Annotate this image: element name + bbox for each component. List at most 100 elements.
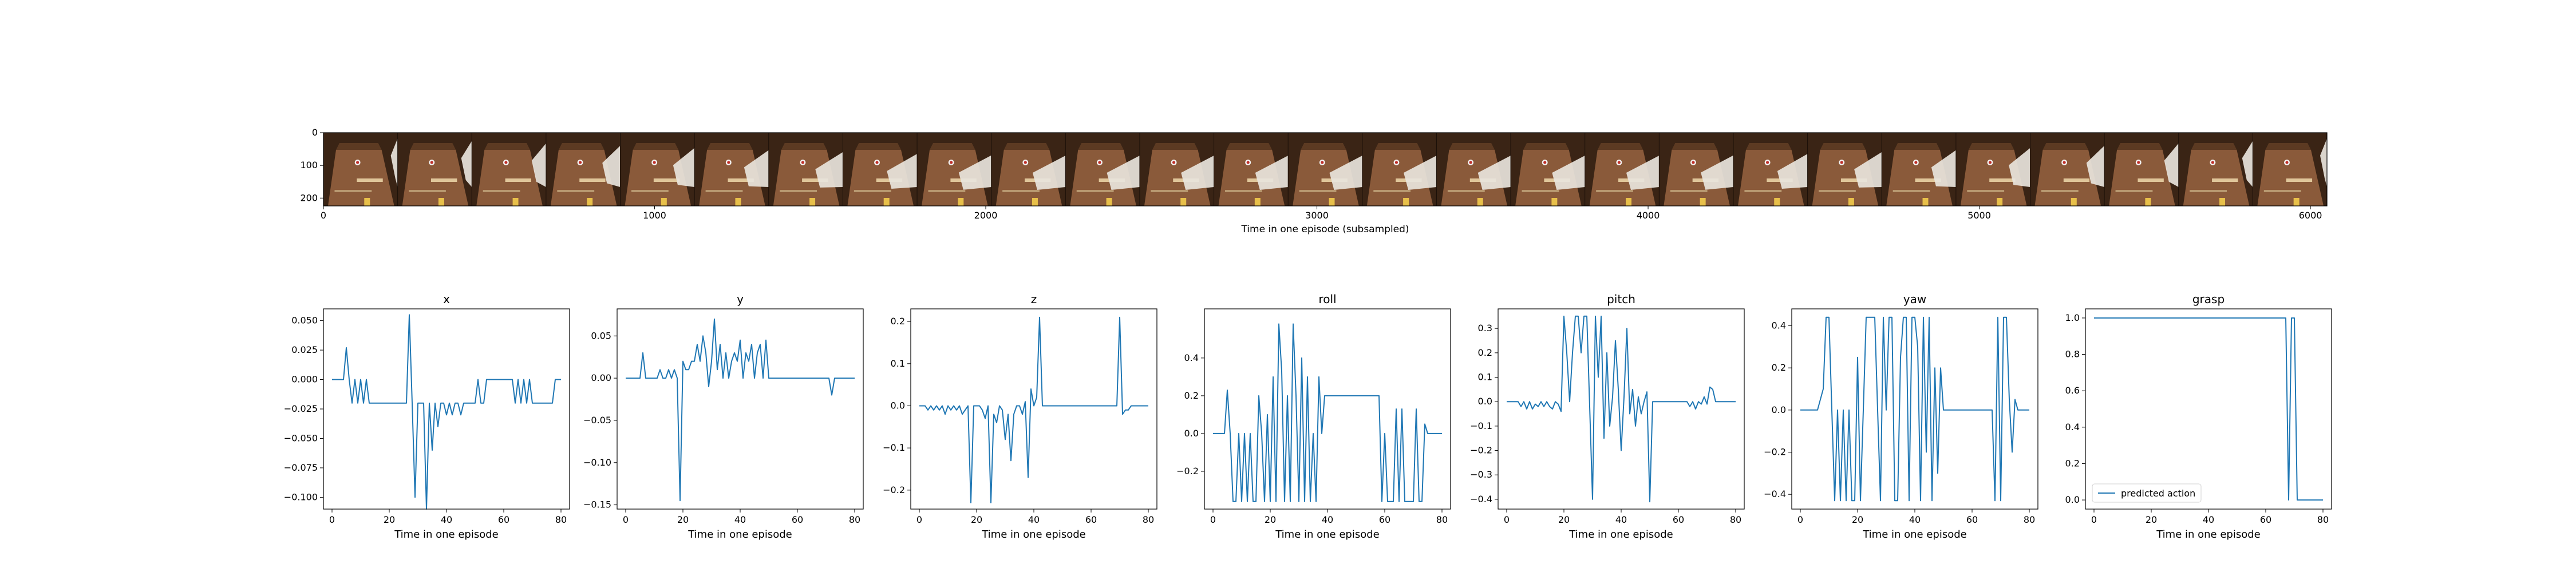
legend-label: predicted action [2121,488,2195,499]
filmstrip-frame [1287,133,1362,206]
filmstrip-x-tick-label: 5000 [1967,210,1991,221]
subplot-roll: roll 0 20 40 60 80 0.4 0.2 0.0 −0.2 Time in one ep… [1176,292,1451,541]
y-tick-label: −0.05 [583,415,611,426]
axes-frame [1498,308,1745,510]
subplot-grasp: grasp 0 20 40 60 80 1.0 0.8 0.6 0.4 0.2 0.0 Time in … [2065,292,2332,541]
x-tick-label: 80 [1730,514,1741,525]
x-tick-label: 0 [623,514,629,525]
filmstrip-frame [1955,133,2030,206]
subplot-title: x [443,292,450,306]
x-tick-label: 20 [2146,514,2157,525]
y-tick-label: −0.2 [1470,445,1492,456]
x-tick-label: 60 [1379,514,1390,525]
subplot-x: x 0 20 40 60 80 0.050 0.025 0.000 −0.025 −0.050 −0.… [284,292,570,541]
filmstrip-x-tick-label: 2000 [974,210,998,221]
filmstrip-frame [1807,133,1882,206]
y-tick-label: 0.4 [1772,320,1786,331]
y-tick-label: 0.00 [591,372,611,383]
x-axis-label: Time in one episode [2156,529,2261,541]
series-line [1507,315,1736,503]
y-tick-label: −0.2 [1176,466,1199,476]
filmstrip-frame [1214,133,1289,206]
filmstrip-frame [1065,133,1140,206]
x-axis-label: Time in one episode [394,529,499,541]
x-axis-label: Time in one episode [1568,529,1673,541]
axes-frame [323,308,570,510]
y-tick-label: 1.0 [2065,312,2080,323]
subplot-title: pitch [1607,292,1635,306]
x-tick-label: 40 [441,514,452,525]
x-tick-label: 60 [1085,514,1097,525]
y-tick-label: 0.6 [2065,385,2080,396]
y-tick-label: 0.4 [1184,352,1199,363]
filmstrip-frame [916,133,991,206]
x-tick-label: 20 [384,514,395,525]
x-tick-label: 80 [1436,514,1448,525]
filmstrip-frame [1733,133,1808,206]
filmstrip-x-tick-label: 6000 [2299,210,2322,221]
filmstrip-frame [471,133,546,206]
y-tick-label: 0.05 [591,330,611,341]
filmstrip-border [323,132,2328,206]
x-tick-label: 40 [1615,514,1627,525]
x-tick-label: 80 [2317,514,2329,525]
y-tick-label: −0.15 [583,499,611,510]
filmstrip-x-tick-label: 1000 [643,210,666,221]
x-axis-label: Time in one episode [688,529,792,541]
x-tick-label: 80 [2024,514,2035,525]
y-tick-label: 0.2 [1772,362,1786,373]
y-tick-label: −0.10 [583,457,611,468]
filmstrip-frame [2104,133,2179,206]
y-tick-label: −0.050 [284,432,318,443]
filmstrip-frame [1139,133,1214,206]
x-tick-label: 40 [2203,514,2214,525]
x-tick-label: 80 [1143,514,1154,525]
x-tick-label: 60 [792,514,803,525]
subplot-title: grasp [2192,292,2225,306]
y-tick-label: −0.2 [1764,447,1786,458]
filmstrip-frame [1658,133,1733,206]
y-tick-label: −0.2 [883,484,905,495]
x-tick-label: 0 [1797,514,1803,525]
filmstrip-y-ticks: 0 100 200 [300,127,323,203]
series-line [626,318,855,502]
x-tick-label: 80 [849,514,860,525]
x-tick-label: 0 [916,514,922,525]
filmstrip-panel: 0 1000 2000 3000 4000 5000 6000 0 100 200 Time i… [300,127,2328,235]
y-tick-label: 0.3 [1478,323,1492,333]
filmstrip-frame [2178,133,2253,206]
series-line [2094,317,2323,501]
filmstrip-x-tick-label: 3000 [1305,210,1329,221]
x-axis-label: Time in one episode [1275,529,1380,541]
x-tick-label: 20 [971,514,982,525]
x-tick-label: 40 [734,514,746,525]
subplot-title: roll [1318,292,1336,306]
y-tick-label: 0.0 [1478,396,1492,407]
y-tick-label: 0.2 [1478,347,1492,358]
y-tick-label: −0.3 [1470,469,1492,480]
x-tick-label: 20 [677,514,689,525]
y-tick-label: −0.4 [1470,494,1492,505]
y-tick-label: −0.025 [284,403,318,414]
filmstrip-frame [1881,133,1956,206]
x-tick-label: 60 [1966,514,1978,525]
x-tick-label: 60 [1673,514,1684,525]
y-tick-label: −0.100 [284,491,318,502]
filmstrip-frame [397,133,472,206]
filmstrip-frame [546,133,621,206]
filmstrip-frame [2252,133,2327,206]
y-tick-label: 0.0 [891,400,905,411]
x-tick-label: 40 [1028,514,1040,525]
filmstrip-frames [323,133,2327,206]
filmstrip-y-tick-label: 0 [312,127,318,138]
x-tick-label: 60 [498,514,509,525]
x-tick-label: 40 [1909,514,1921,525]
filmstrip-x-label: Time in one episode (subsampled) [1240,224,1409,235]
filmstrip-frame [768,133,843,206]
y-tick-label: 0.4 [2065,422,2080,432]
y-tick-label: −0.075 [284,462,318,473]
filmstrip-y-tick-label: 200 [300,192,318,203]
subplot-yaw: yaw 0 20 40 60 80 0.4 0.2 0.0 −0.2 −0.4 Time in one… [1764,292,2038,541]
x-tick-label: 0 [1504,514,1510,525]
